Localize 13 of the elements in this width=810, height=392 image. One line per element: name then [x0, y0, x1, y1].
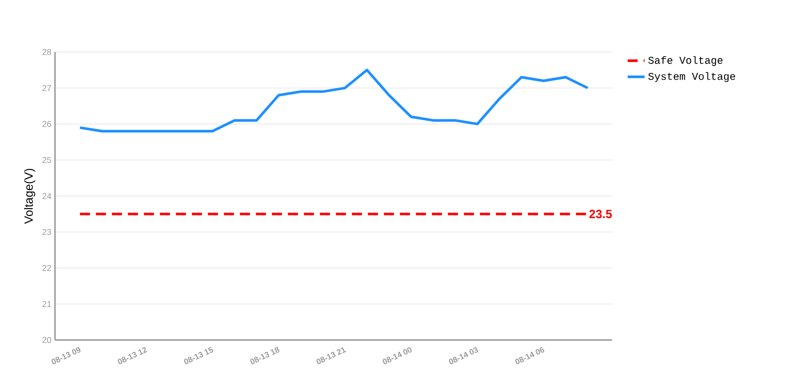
data-label: 23.5	[589, 210, 612, 218]
y-tick-label: 21	[42, 301, 52, 307]
y-tick-label: 22	[42, 265, 52, 271]
y-axis-title: Voltage(V)	[24, 168, 36, 224]
legend-label: System Voltage	[648, 72, 736, 82]
y-tick-label: 27	[42, 85, 52, 91]
y-tick-label: 24	[42, 193, 52, 199]
y-tick-label: 28	[42, 49, 52, 55]
y-tick-label: 25	[42, 157, 52, 163]
y-tick-label: 23	[42, 229, 52, 235]
legend-label: Safe Voltage	[648, 56, 723, 66]
y-tick-label: 20	[42, 337, 52, 343]
y-tick-label: 26	[42, 121, 52, 127]
